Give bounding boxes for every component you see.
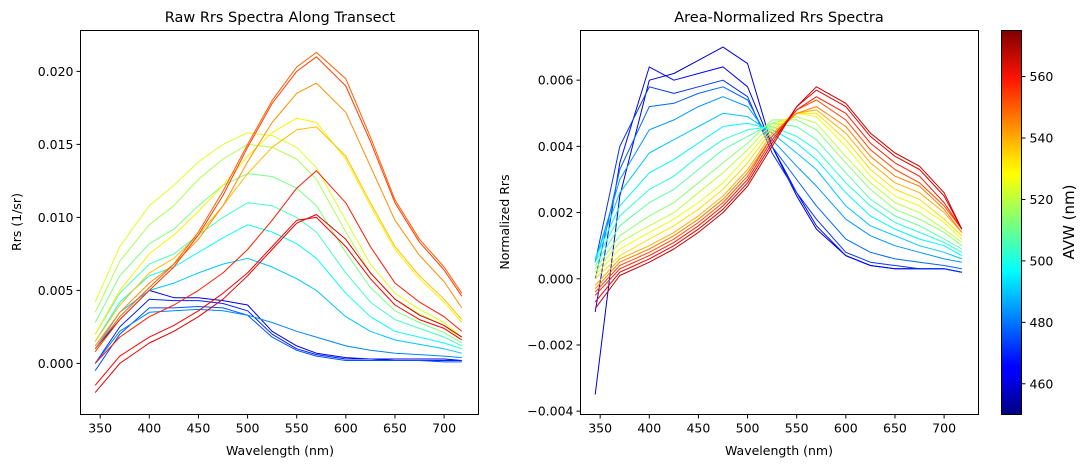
left-panel: Raw Rrs Spectra Along Transect Wavelengt… xyxy=(9,10,479,458)
left-series-line-10 xyxy=(94,117,463,335)
left-series-line-12 xyxy=(94,82,463,347)
right-y-ticks: −0.004 −0.002 0.000 0.002 0.004 0.006 xyxy=(527,73,581,419)
left-y-tick-label: 0.020 xyxy=(38,64,74,79)
right-series-line-6 xyxy=(594,122,963,260)
left-x-ticks: 350 400 450 500 550 600 650 700 xyxy=(88,414,456,436)
right-y-tick-label: −0.004 xyxy=(527,404,573,419)
left-series-line-13 xyxy=(94,51,463,350)
right-series-line-18 xyxy=(594,86,963,309)
left-x-tick-label: 550 xyxy=(285,421,309,436)
left-chart-title: Raw Rrs Spectra Along Transect xyxy=(165,10,396,26)
left-series-line-7 xyxy=(94,173,463,344)
left-series-line-0 xyxy=(94,289,462,361)
right-x-tick-label: 650 xyxy=(883,421,907,436)
left-y-tick-label: 0.010 xyxy=(38,210,74,225)
left-y-ticks: 0.000 0.005 0.010 0.015 0.020 xyxy=(38,64,81,371)
left-series-line-4 xyxy=(94,257,462,354)
right-x-tick-label: 500 xyxy=(736,421,760,436)
left-series-line-14 xyxy=(94,56,463,353)
left-x-axis-label: Wavelength (nm) xyxy=(226,443,334,458)
left-series-line-16 xyxy=(94,216,463,386)
left-x-tick-label: 650 xyxy=(383,421,407,436)
colorbar-tick-label: 460 xyxy=(1030,376,1054,391)
left-series-line-9 xyxy=(94,132,463,338)
left-y-tick-label: 0.005 xyxy=(38,283,74,298)
colorbar-gradient xyxy=(1001,30,1022,415)
left-x-tick-label: 400 xyxy=(137,421,161,436)
left-plot-frame xyxy=(80,30,479,415)
right-panel: Area-Normalized Rrs Spectra Wavelength (… xyxy=(497,10,979,458)
right-x-tick-label: 550 xyxy=(785,421,809,436)
left-x-tick-label: 500 xyxy=(236,421,260,436)
colorbar-tick-label: 480 xyxy=(1030,315,1054,330)
right-y-tick-label: 0.002 xyxy=(538,205,574,220)
right-y-axis-label: Normalized Rrs xyxy=(497,174,512,269)
left-x-tick-label: 700 xyxy=(432,421,456,436)
right-series-line-4 xyxy=(594,96,962,263)
left-series-line-17 xyxy=(94,214,463,393)
left-series-line-8 xyxy=(94,143,463,341)
left-series-line-2 xyxy=(94,306,462,371)
right-chart-title: Area-Normalized Rrs Spectra xyxy=(674,10,883,26)
right-series-line-12 xyxy=(594,112,963,280)
right-series-line-7 xyxy=(594,126,963,263)
left-series-lines xyxy=(94,51,463,393)
right-x-axis-label: Wavelength (nm) xyxy=(725,443,833,458)
right-x-tick-label: 350 xyxy=(588,421,612,436)
right-x-tick-label: 700 xyxy=(932,421,956,436)
right-series-line-17 xyxy=(594,89,963,303)
right-series-line-5 xyxy=(594,112,962,260)
left-x-tick-label: 350 xyxy=(88,421,112,436)
left-x-tick-label: 450 xyxy=(186,421,210,436)
right-y-tick-label: 0.000 xyxy=(538,271,574,286)
colorbar-label: AVW (nm) xyxy=(1060,185,1078,260)
left-y-tick-label: 0.000 xyxy=(38,356,74,371)
right-series-lines xyxy=(594,46,963,395)
colorbar-tick-label: 500 xyxy=(1030,253,1054,268)
right-x-tick-label: 600 xyxy=(834,421,858,436)
colorbar-tick-label: 520 xyxy=(1030,192,1054,207)
left-series-line-6 xyxy=(94,202,463,347)
colorbar-tick-label: 540 xyxy=(1030,131,1054,146)
left-series-line-11 xyxy=(94,126,463,342)
left-series-line-15 xyxy=(94,170,463,364)
right-y-tick-label: 0.004 xyxy=(538,139,574,154)
right-plot-frame xyxy=(580,30,979,415)
right-series-line-15 xyxy=(594,99,963,293)
colorbar: 460 480 500 520 540 560 AVW (nm) xyxy=(1001,30,1078,415)
right-y-tick-label: −0.002 xyxy=(527,337,573,352)
right-series-line-11 xyxy=(594,112,963,276)
colorbar-ticks: 460 480 500 520 540 560 xyxy=(1021,69,1054,391)
left-y-tick-label: 0.015 xyxy=(38,137,74,152)
right-series-line-16 xyxy=(594,96,963,296)
left-series-line-5 xyxy=(94,224,462,350)
right-x-tick-label: 450 xyxy=(686,421,710,436)
right-series-line-3 xyxy=(594,86,962,279)
left-x-tick-label: 600 xyxy=(334,421,358,436)
right-series-line-1 xyxy=(594,66,962,312)
right-x-ticks: 350 400 450 500 550 600 650 700 xyxy=(588,414,956,436)
right-series-line-2 xyxy=(594,79,962,273)
right-y-tick-label: 0.006 xyxy=(538,73,574,88)
left-y-axis-label: Rrs (1/sr) xyxy=(9,193,24,251)
right-x-tick-label: 400 xyxy=(637,421,661,436)
colorbar-tick-label: 560 xyxy=(1030,69,1054,84)
left-series-line-3 xyxy=(94,308,462,364)
